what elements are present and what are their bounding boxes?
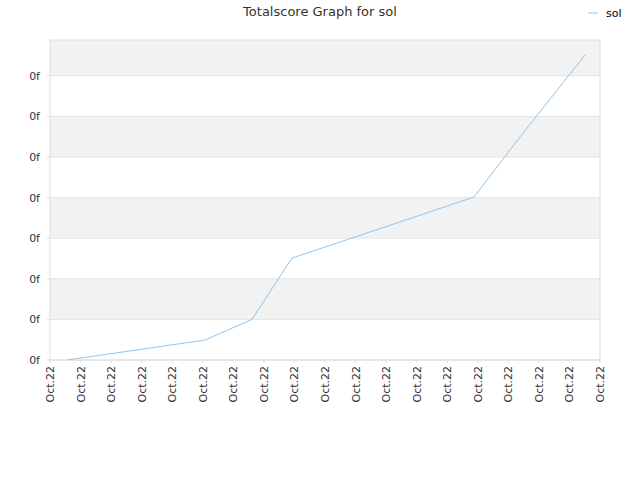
chart-container: 0f0f0f0f0f0f0f0fOct.22Oct.22Oct.22Oct.22… xyxy=(0,0,640,480)
x-tick-label: Oct.22 xyxy=(472,366,485,403)
x-tick xyxy=(508,360,509,363)
x-tick xyxy=(233,360,234,363)
x-tick-label: Oct.22 xyxy=(105,366,118,403)
grid-line xyxy=(50,319,600,320)
x-tick xyxy=(477,360,478,363)
x-tick-label: Oct.22 xyxy=(197,366,210,403)
x-tick xyxy=(386,360,387,363)
grid-band xyxy=(50,198,600,239)
plot-area xyxy=(67,55,585,360)
x-tick-label: Oct.22 xyxy=(319,366,332,403)
x-tick xyxy=(600,360,601,363)
y-tick xyxy=(47,75,50,76)
grid-line xyxy=(50,278,600,279)
grid-line xyxy=(50,238,600,239)
x-tick xyxy=(263,360,264,363)
y-tick-label: 0f xyxy=(29,232,41,245)
x-tick xyxy=(172,360,173,363)
x-tick xyxy=(538,360,539,363)
grid-band xyxy=(50,116,600,157)
x-tick-label: Oct.22 xyxy=(411,366,424,403)
y-tick-label: 0f xyxy=(29,70,41,83)
x-tick-label: Oct.22 xyxy=(288,366,301,403)
y-tick-label: 0f xyxy=(29,313,41,326)
x-tick xyxy=(416,360,417,363)
y-tick xyxy=(47,238,50,239)
grid-line xyxy=(50,116,600,117)
legend-label: sol xyxy=(606,7,622,20)
x-tick xyxy=(141,360,142,363)
grid-line xyxy=(50,75,600,76)
x-tick-label: Oct.22 xyxy=(44,366,57,403)
grid-band xyxy=(50,279,600,320)
y-tick-label: 0f xyxy=(29,273,41,286)
y-tick xyxy=(47,156,50,157)
x-tick xyxy=(111,360,112,363)
x-tick-label: Oct.22 xyxy=(380,366,393,403)
chart-svg: 0f0f0f0f0f0f0f0fOct.22Oct.22Oct.22Oct.22… xyxy=(0,0,640,480)
x-tick-label: Oct.22 xyxy=(441,366,454,403)
grid-line xyxy=(50,156,600,157)
x-tick xyxy=(80,360,81,363)
x-tick-label: Oct.22 xyxy=(350,366,363,403)
x-tick xyxy=(202,360,203,363)
x-tick-label: Oct.22 xyxy=(502,366,515,403)
chart-title: Totalscore Graph for sol xyxy=(242,4,397,19)
x-tick xyxy=(569,360,570,363)
x-tick-label: Oct.22 xyxy=(533,366,546,403)
y-tick xyxy=(47,319,50,320)
x-tick-label: Oct.22 xyxy=(75,366,88,403)
plot-frame xyxy=(50,40,600,360)
legend-swatch xyxy=(588,13,598,14)
x-tick-label: Oct.22 xyxy=(563,366,576,403)
grid-line xyxy=(50,197,600,198)
x-tick xyxy=(355,360,356,363)
y-tick-label: 0f xyxy=(29,354,41,367)
y-tick xyxy=(47,116,50,117)
x-tick xyxy=(325,360,326,363)
y-tick xyxy=(47,278,50,279)
series-line xyxy=(67,55,585,360)
x-tick xyxy=(447,360,448,363)
y-tick-label: 0f xyxy=(29,151,41,164)
x-tick-label: Oct.22 xyxy=(594,366,607,403)
x-tick-label: Oct.22 xyxy=(258,366,271,403)
y-tick xyxy=(47,197,50,198)
x-tick xyxy=(50,360,51,363)
y-tick-label: 0f xyxy=(29,110,41,123)
x-tick-label: Oct.22 xyxy=(166,366,179,403)
x-tick xyxy=(294,360,295,363)
x-tick-label: Oct.22 xyxy=(227,366,240,403)
x-tick-label: Oct.22 xyxy=(136,366,149,403)
y-tick-label: 0f xyxy=(29,192,41,205)
grid-band xyxy=(50,40,600,76)
